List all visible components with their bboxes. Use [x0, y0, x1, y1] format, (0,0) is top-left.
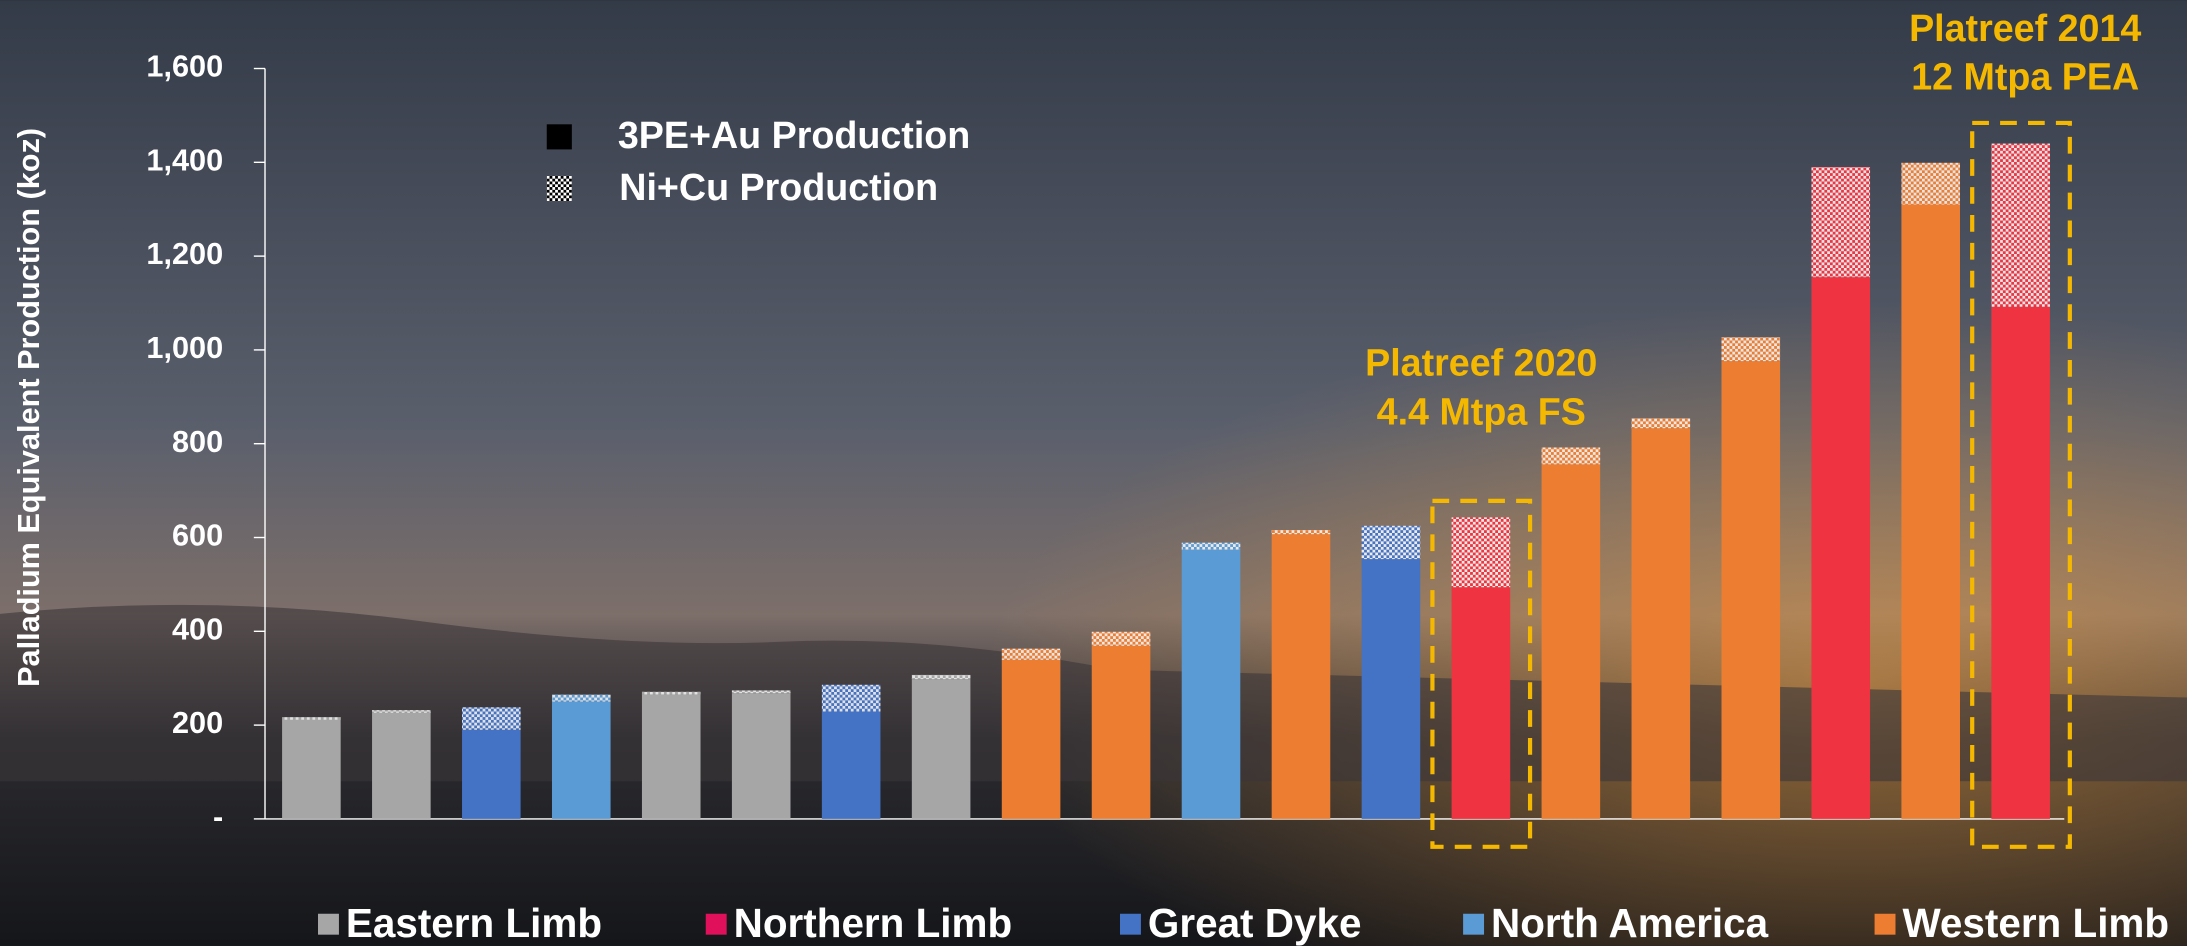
annotation: Platreef 2020: [1365, 342, 1597, 384]
bar-segment-hatched: [551, 694, 611, 702]
bar-segment-hatched: [731, 690, 791, 694]
y-tick-label: 1,200: [146, 236, 223, 271]
legend-marker: [1463, 913, 1485, 935]
bar-segment-hatched: [1631, 418, 1691, 429]
bar-segment: [551, 701, 611, 819]
bar-segment: [1451, 587, 1511, 819]
legend-label: North America: [1491, 900, 1769, 946]
bar-segment-hatched: [1271, 530, 1331, 535]
legend-label: Northern Limb: [734, 900, 1013, 946]
bar-segment: [1991, 306, 2050, 819]
legend-marker: [1874, 913, 1896, 935]
y-tick-label: 1,000: [146, 330, 223, 365]
bar-segment: [1901, 204, 1961, 819]
y-axis-label: Palladium Equivalent Production (koz): [11, 128, 46, 687]
y-tick-label: 800: [172, 424, 223, 459]
bar-segment: [911, 679, 971, 819]
legend-label: Great Dyke: [1148, 900, 1362, 946]
bar-segment-hatched: [1361, 525, 1421, 560]
legend-marker: [705, 913, 727, 935]
bar-segment-hatched: [641, 691, 701, 695]
bar-segment-hatched: [282, 717, 341, 720]
bar-segment-hatched: [462, 707, 521, 730]
legend-label: Eastern Limb: [346, 900, 602, 946]
legend-marker: [1120, 913, 1141, 935]
bar-segment-hatched: [1721, 337, 1781, 362]
bar-segment-hatched: [1451, 517, 1511, 588]
y-tick-label: 1,400: [146, 142, 223, 177]
bar-segment: [1181, 549, 1241, 819]
bar-segment: [372, 712, 431, 819]
bar-segment-hatched: [1181, 542, 1241, 550]
bar-segment: [1811, 277, 1871, 819]
bar-segment: [1001, 659, 1061, 819]
bar-segment: [1271, 534, 1331, 819]
bar-segment: [1721, 361, 1781, 819]
bar-segment: [731, 693, 791, 819]
y-tick-label: 200: [172, 705, 223, 740]
legend-marker: [546, 124, 572, 150]
annotation: 12 Mtpa PEA: [1911, 56, 2139, 98]
annotation: Platreef 2014: [1909, 7, 2141, 49]
annotation-box: [1430, 498, 1533, 849]
bar-segment: [641, 694, 701, 819]
legend-label: 3PE+Au Production: [618, 114, 970, 156]
bar-segment: [1361, 559, 1421, 819]
bar-segment-hatched: [372, 710, 431, 713]
legend-label: Western Limb: [1902, 900, 2169, 946]
legend-marker: [318, 913, 339, 935]
bar-segment: [1091, 645, 1151, 819]
y-tick-label: -: [213, 799, 223, 834]
bar-segment: [821, 711, 881, 819]
legend-marker: [546, 175, 572, 202]
bar-segment: [1631, 428, 1691, 819]
bar-segment-hatched: [1901, 162, 1961, 205]
bar-segment: [1541, 464, 1601, 819]
legend-label: Ni+Cu Production: [619, 166, 938, 208]
bar-segment-hatched: [1541, 447, 1601, 465]
y-tick-label: 1,600: [146, 49, 223, 84]
annotation-box: [1970, 120, 2072, 849]
bar-segment-hatched: [1001, 648, 1061, 660]
bar-segment-hatched: [1991, 143, 2050, 307]
bar-segment: [462, 729, 521, 819]
y-tick-label: 400: [172, 611, 223, 646]
bar-segment-hatched: [911, 674, 971, 680]
bar-segment-hatched: [1091, 631, 1151, 646]
bar-segment-hatched: [1811, 167, 1871, 278]
bar-segment-hatched: [821, 684, 881, 712]
y-tick-label: 600: [172, 518, 223, 553]
bar-segment: [282, 719, 341, 819]
annotation: 4.4 Mtpa FS: [1377, 390, 1586, 432]
